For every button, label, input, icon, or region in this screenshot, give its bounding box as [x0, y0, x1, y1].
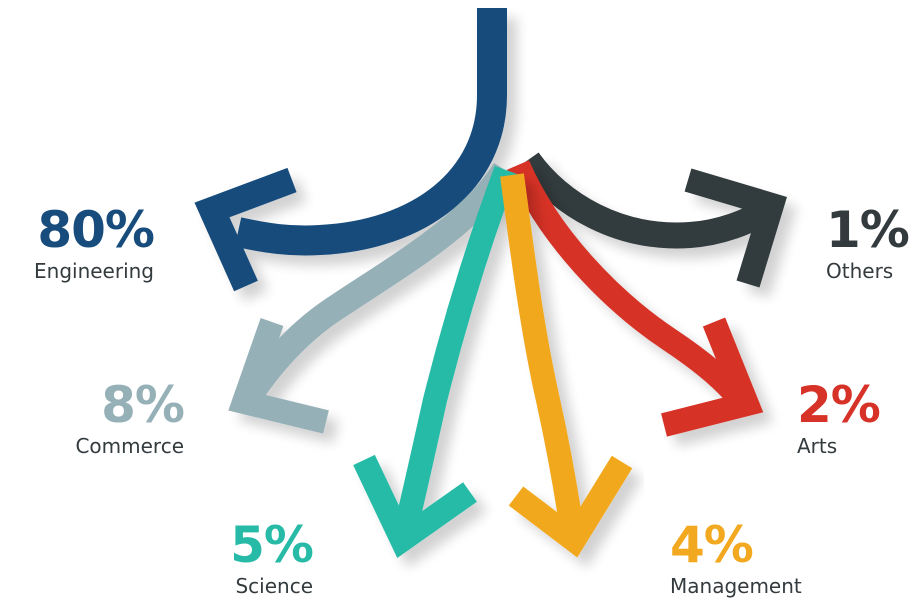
arts-arrow [506, 160, 764, 437]
commerce-percent: 8% [101, 376, 185, 434]
commerce-name: Commerce [75, 434, 184, 458]
arts-percent: 2% [797, 376, 881, 434]
commerce-arrow [228, 162, 516, 434]
management-name: Management [670, 574, 802, 598]
science-percent: 5% [230, 516, 314, 574]
others-percent: 1% [826, 201, 910, 259]
engineering-arrow [194, 8, 507, 292]
science-name: Science [235, 574, 313, 598]
management-percent: 4% [670, 516, 754, 574]
engineering-percent: 80% [37, 201, 155, 259]
science-label: 5% Science [180, 516, 314, 598]
arts-name: Arts [797, 434, 838, 458]
science-arrow [353, 165, 518, 559]
others-name: Others [826, 259, 894, 283]
others-arrow [517, 152, 787, 288]
others-label: 1% Others [826, 201, 910, 283]
engineering-name: Engineering [34, 259, 154, 283]
arts-label: 2% Arts [797, 380, 897, 456]
commerce-label: 8% Commerce [40, 376, 185, 458]
engineering-label: 80% Engineering [10, 201, 155, 283]
management-label: 4% Management [670, 520, 870, 596]
management-arrow [500, 173, 633, 558]
